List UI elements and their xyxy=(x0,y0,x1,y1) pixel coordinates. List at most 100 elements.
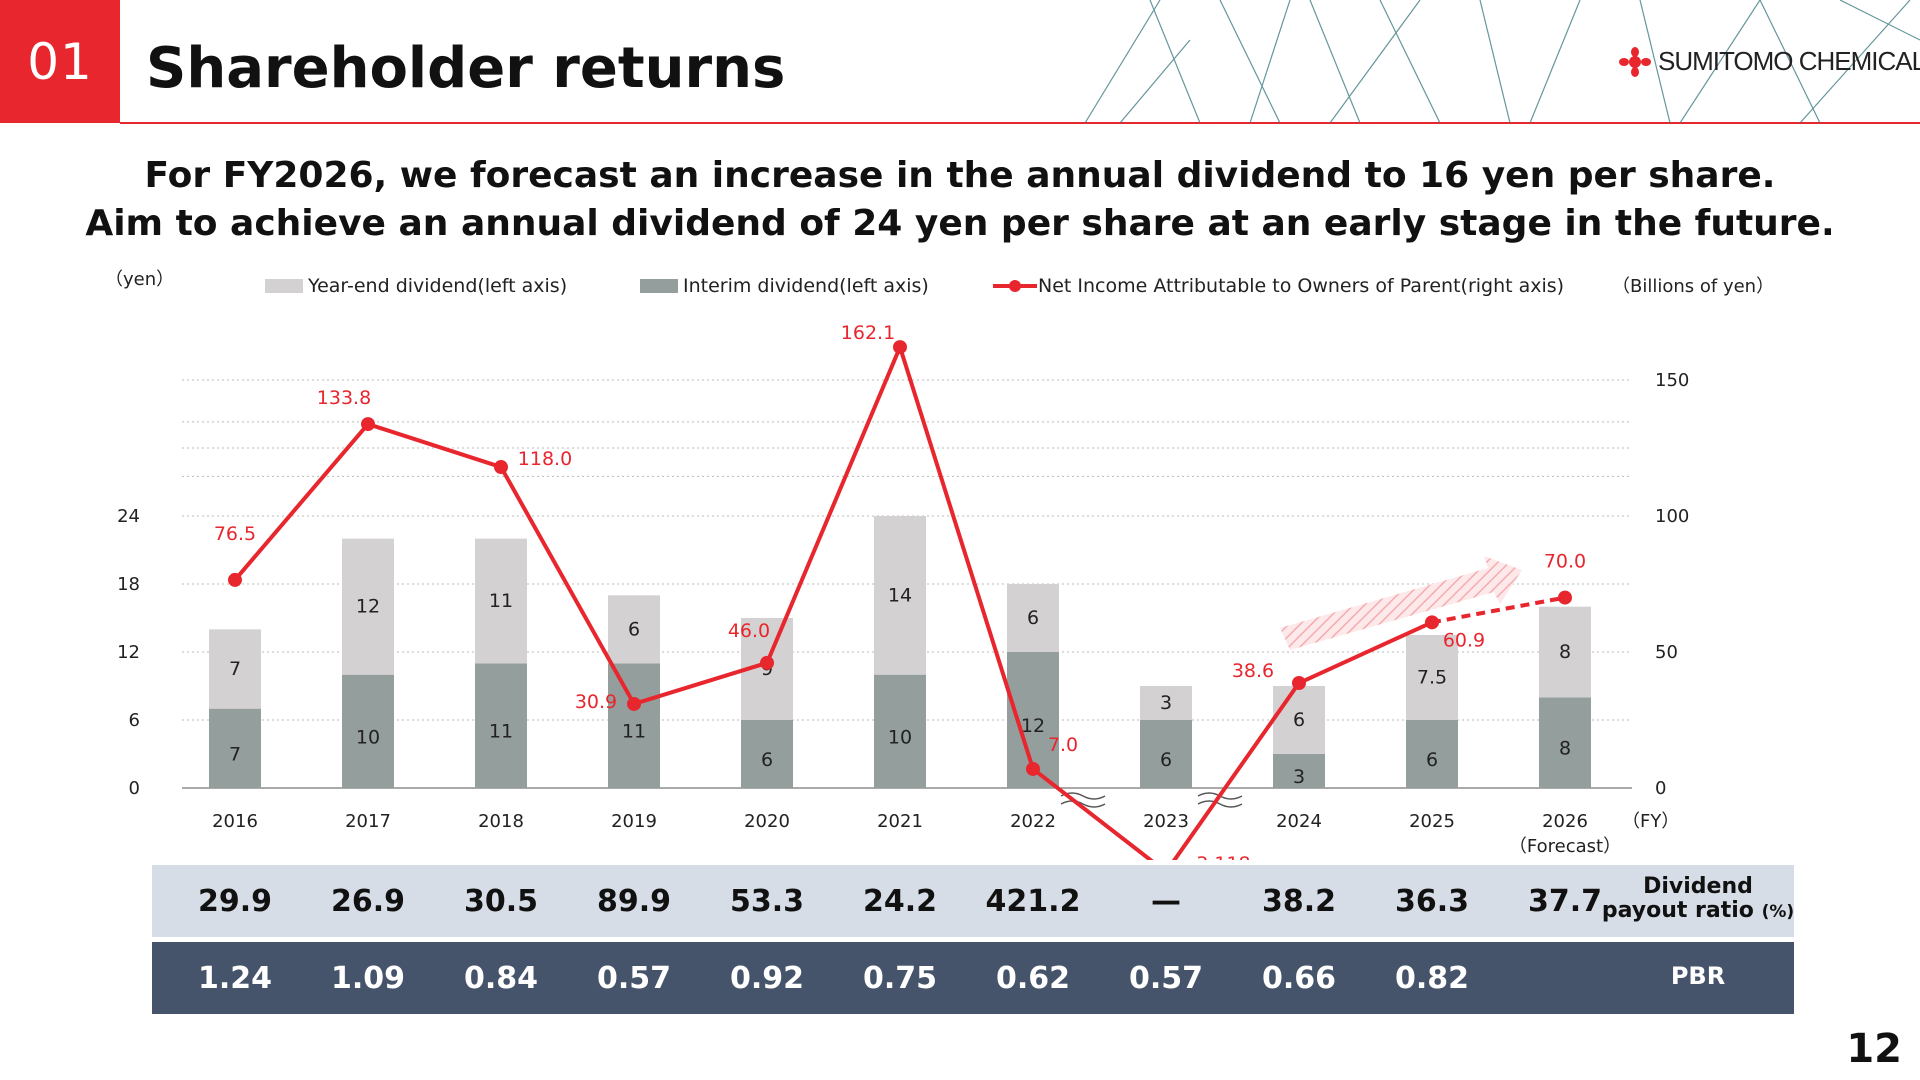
payout-ratio-cell: 24.2 xyxy=(862,883,938,919)
bar-label-year-end: 6 xyxy=(628,618,640,640)
x-axis-label: 2020 xyxy=(744,811,790,832)
payout-ratio-cell: 29.9 xyxy=(197,883,273,919)
net-income-label: 76.5 xyxy=(214,523,256,545)
net-income-forecast-line xyxy=(1431,595,1566,625)
payout-ratio-cell: 30.5 xyxy=(463,883,539,919)
net-income-label: 60.9 xyxy=(1443,629,1485,651)
pbr-label: PBR xyxy=(1670,962,1726,990)
net-income-label: 46.0 xyxy=(728,620,770,642)
bar-label-year-end: 8 xyxy=(1559,641,1571,663)
pbr-cell: 0.75 xyxy=(862,960,938,996)
page-title: Shareholder returns xyxy=(146,36,786,101)
bar-label-interim: 11 xyxy=(489,721,513,743)
bar-label-interim: 8 xyxy=(1559,738,1571,760)
decorative-lines xyxy=(1084,0,1920,123)
net-income-point xyxy=(1425,615,1439,630)
payout-ratio-cell: 26.9 xyxy=(330,883,406,919)
legend-label-net-income: Net Income Attributable to Owners of Par… xyxy=(1038,275,1564,297)
legend-swatch-year-end xyxy=(265,279,303,293)
pbr-cell: 0.84 xyxy=(463,960,539,996)
headline: For FY2026, we forecast an increase in t… xyxy=(0,152,1920,248)
bar-label-year-end: 6 xyxy=(1293,709,1305,731)
right-axis-tick: 100 xyxy=(1655,506,1689,527)
net-income-label: 7.0 xyxy=(1048,734,1078,756)
x-axis-label: 2026 xyxy=(1542,811,1588,832)
pbr-cell: 0.62 xyxy=(995,960,1071,996)
net-income-point xyxy=(494,460,508,475)
x-axis-label: 2016 xyxy=(212,811,258,832)
legend-label-interim: Interim dividend(left axis) xyxy=(683,275,929,297)
net-income-point xyxy=(228,572,242,587)
bar-label-interim: 12 xyxy=(1021,715,1045,737)
net-income-point xyxy=(1292,676,1306,691)
bar-label-interim: 11 xyxy=(622,721,646,743)
bar-label-year-end: 3 xyxy=(1160,692,1172,714)
bar-label-year-end: 7 xyxy=(229,658,241,680)
bar-year-end xyxy=(1406,635,1458,720)
payout-ratio-cell: 38.2 xyxy=(1261,883,1337,919)
logo-text: SUMITOMO CHEMICAL xyxy=(1658,46,1920,76)
pbr-cell: 1.24 xyxy=(197,960,273,996)
bar-label-interim: 3 xyxy=(1293,766,1305,788)
bar-label-year-end: 14 xyxy=(888,584,912,606)
x-axis-label: 2022 xyxy=(1010,811,1056,832)
pbr-cell: 1.09 xyxy=(330,960,406,996)
pbr-cell: 0.66 xyxy=(1261,960,1337,996)
x-axis-label: 2017 xyxy=(345,811,391,832)
payout-ratio-cell: 89.9 xyxy=(596,883,672,919)
bar-label-interim: 7 xyxy=(229,743,241,765)
bar-year-end xyxy=(1539,606,1591,698)
payout-ratio-row: 29.9 26.9 30.5 89.9 53.3 24.2 421.2 — 38.2 36.3 37… xyxy=(152,865,1794,937)
bar-year-end xyxy=(342,538,394,675)
bar-interim xyxy=(342,674,394,788)
bar-interim xyxy=(1406,720,1458,788)
bar-label-year-end: 12 xyxy=(356,596,380,618)
bar-interim xyxy=(608,663,660,788)
x-axis-label: 2023 xyxy=(1143,811,1189,832)
bar-label-year-end: 6 xyxy=(1027,607,1039,629)
dividend-net-income-chart: 0 6 12 18 24 （yen） 0 50 100 150 （Billions of yen） 7… xyxy=(105,269,1774,860)
bar-label-interim: 6 xyxy=(1426,749,1438,771)
x-axis-label: 2018 xyxy=(478,811,524,832)
left-axis-tick: 0 xyxy=(129,778,140,799)
forecast-trend-arrow xyxy=(1280,556,1522,650)
net-income-point xyxy=(361,417,375,432)
page-number: 12 xyxy=(1846,1026,1902,1072)
net-income-label: 70.0 xyxy=(1544,551,1586,573)
payout-label-line-1: Dividend xyxy=(1643,874,1753,899)
net-income-label: 133.8 xyxy=(317,387,371,409)
x-axis-label: 2025 xyxy=(1409,811,1455,832)
bar-year-end xyxy=(1273,686,1325,754)
net-income-label: 38.6 xyxy=(1232,660,1274,682)
x-axis-label: 2021 xyxy=(877,811,923,832)
bar-interim xyxy=(874,674,926,788)
pbr-cell: 0.57 xyxy=(596,960,672,996)
pbr-cell: 0.57 xyxy=(1128,960,1204,996)
legend-label-year-end: Year-end dividend(left axis) xyxy=(307,275,567,297)
headline-line-2: Aim to achieve an annual dividend of 24 … xyxy=(85,203,1835,244)
net-income-point xyxy=(627,696,641,711)
net-income-label: 118.0 xyxy=(518,448,572,470)
x-axis-unit: （FY） xyxy=(1622,811,1679,832)
bar-interim xyxy=(1140,720,1192,788)
legend-marker-net-income xyxy=(1009,280,1021,292)
left-axis-tick: 18 xyxy=(117,574,140,595)
bar-interim xyxy=(475,663,527,788)
pbr-cell: 0.92 xyxy=(729,960,805,996)
payout-ratio-cell: 36.3 xyxy=(1394,883,1470,919)
left-axis-unit: （yen） xyxy=(105,269,174,290)
bar-interim xyxy=(1273,754,1325,788)
payout-ratio-cell: 37.7 xyxy=(1527,883,1603,919)
bar-interim xyxy=(209,708,261,788)
bar-label-interim: 6 xyxy=(761,749,773,771)
payout-ratio-cell: 53.3 xyxy=(729,883,805,919)
company-logo: SUMITOMO CHEMICAL xyxy=(1618,46,1920,77)
net-income-label: 162.1 xyxy=(841,322,895,344)
pbr-row: 1.24 1.09 0.84 0.57 0.92 0.75 0.62 0.57 0.66 0.82 xyxy=(152,942,1794,1014)
bar-year-end xyxy=(475,538,527,664)
payout-ratio-label: Dividend payout ratio (%) xyxy=(1600,875,1796,924)
payout-ratio-cell: — xyxy=(1151,883,1181,919)
x-axis-sublabel: （Forecast） xyxy=(1509,836,1621,857)
bar-label-interim: 10 xyxy=(356,726,380,748)
net-income-line xyxy=(233,345,1433,860)
